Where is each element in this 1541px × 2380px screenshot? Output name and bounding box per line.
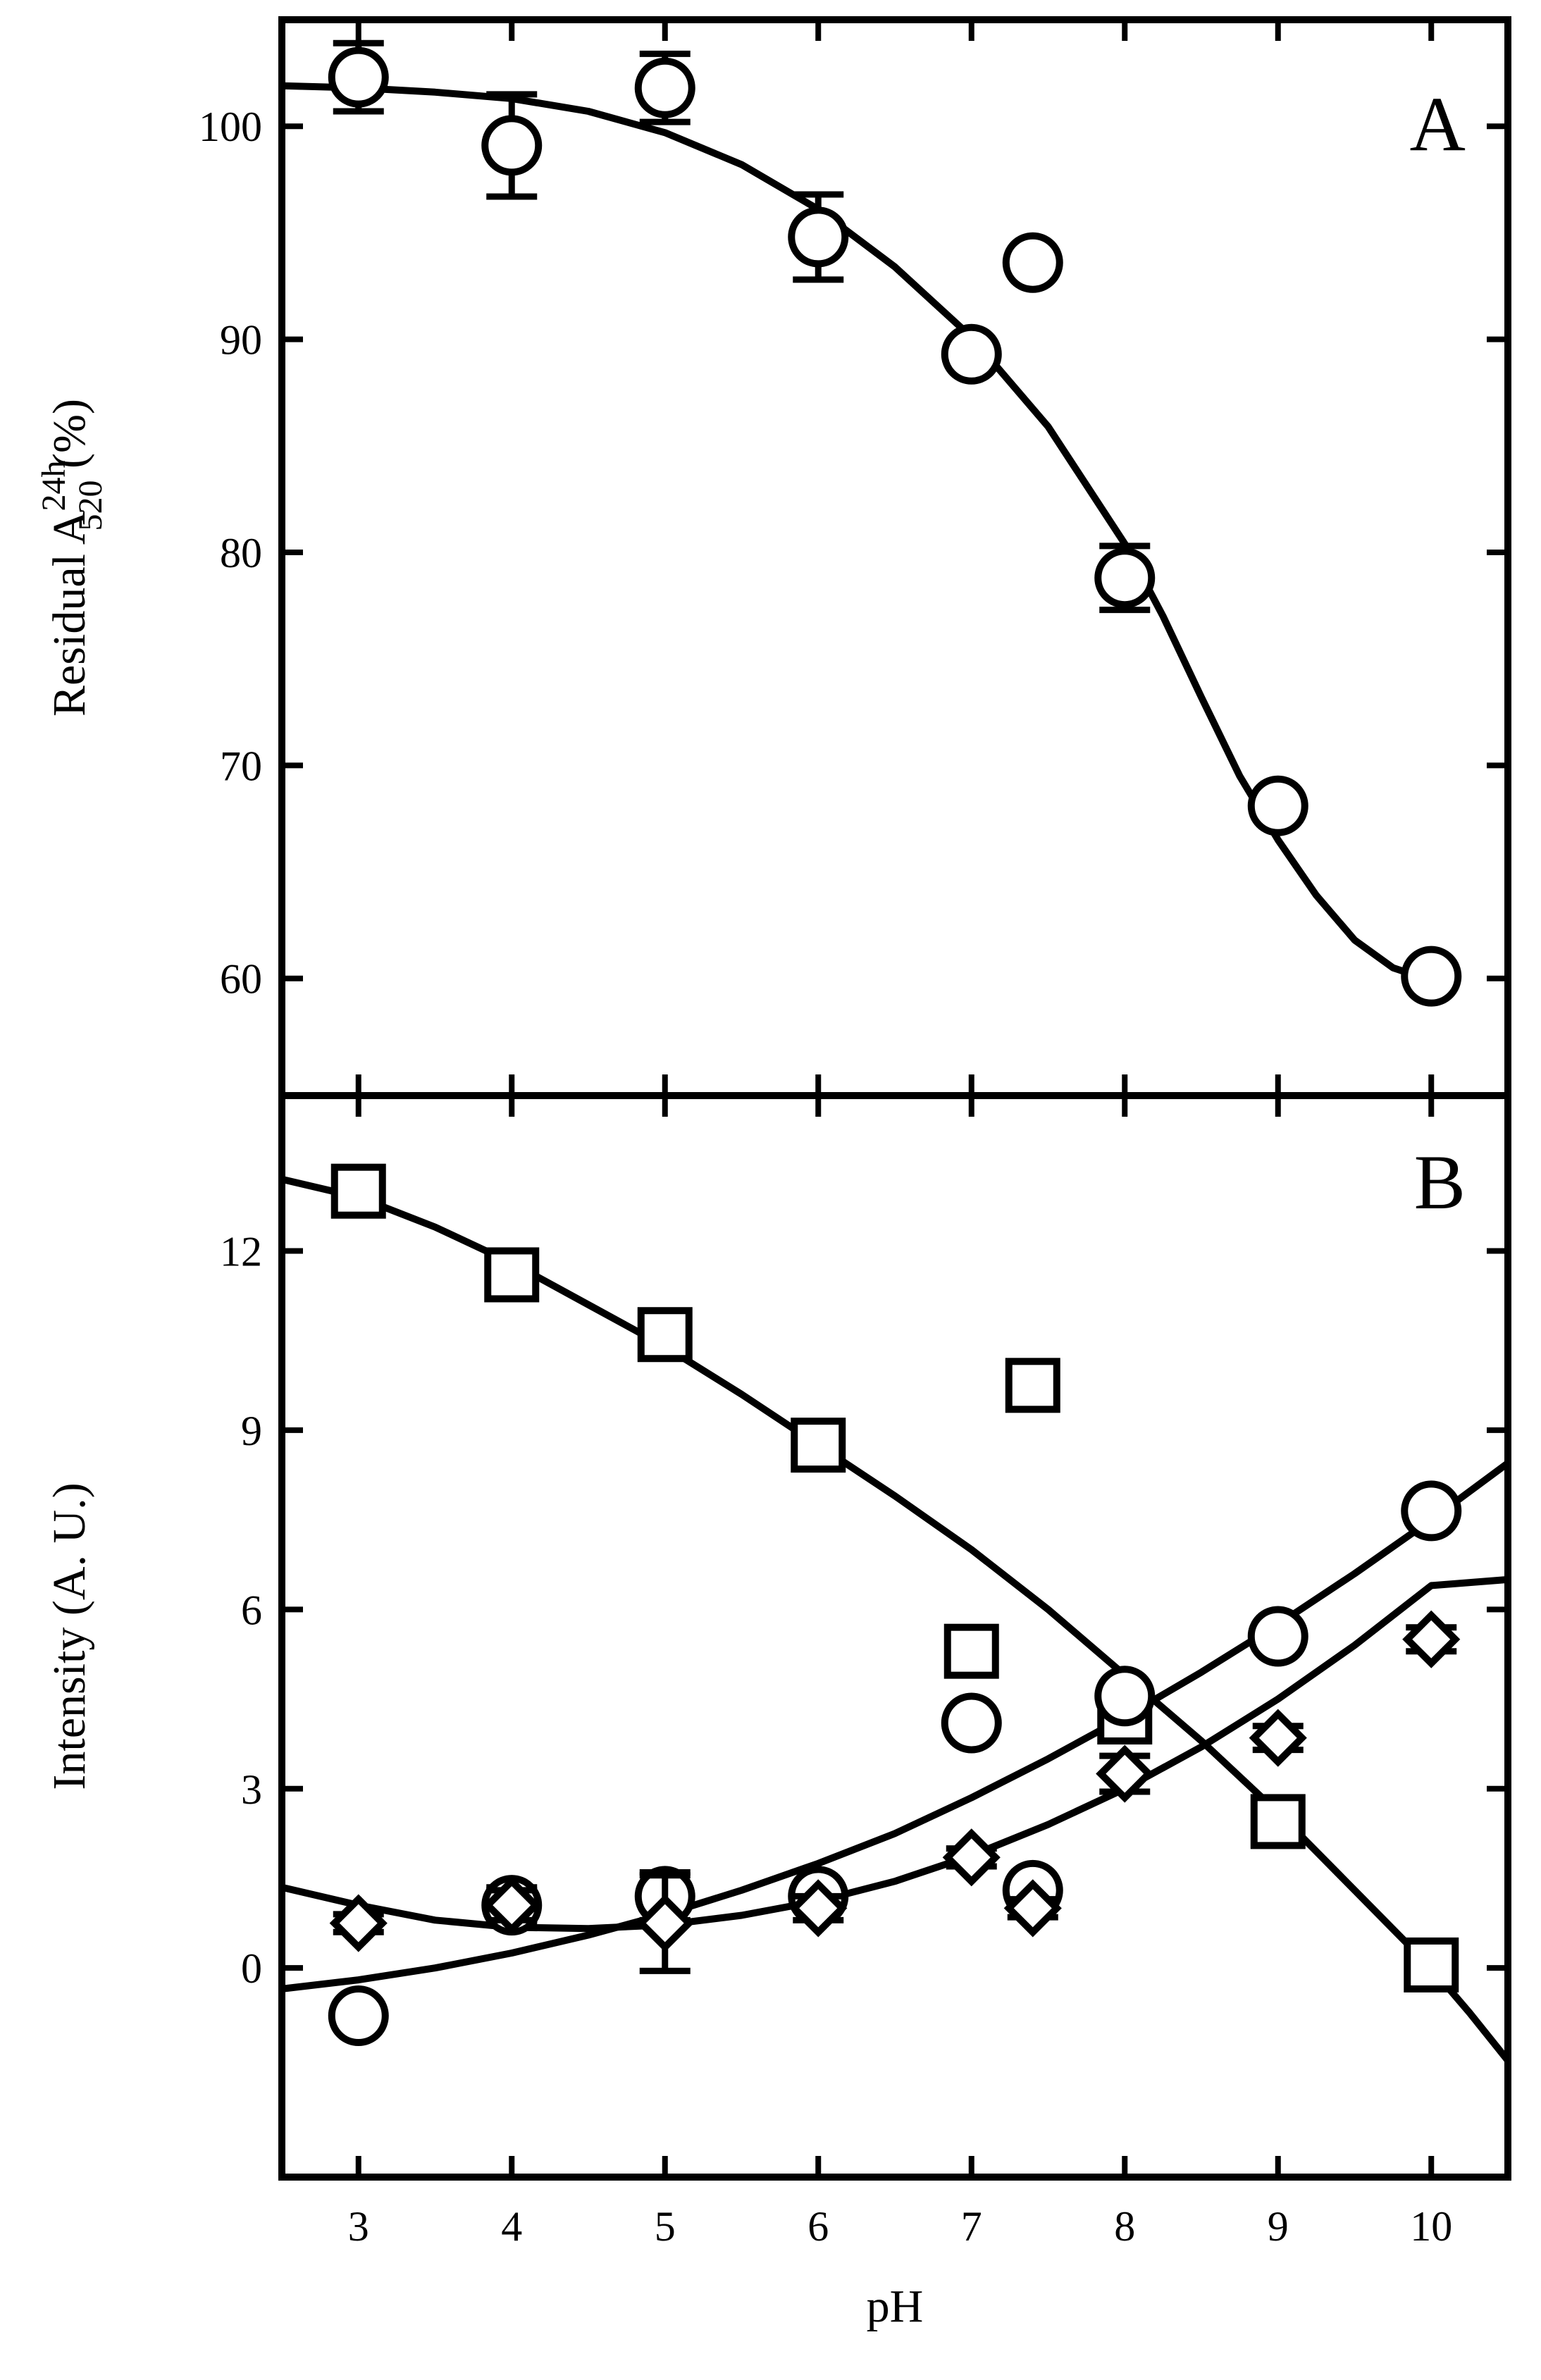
x-tick-label: 7 [961,2203,982,2250]
data-point-diamond [942,1828,1001,1887]
data-point-circle [1401,1480,1462,1542]
data-point-square [1404,1937,1459,1992]
y-tick-label: 6 [241,1587,262,1633]
x-tick-label: 4 [501,2203,522,2250]
y-tick-label: 0 [241,1945,262,1992]
panel-a: 60 70 80 90 100 A Residual A24h520 (%) [35,16,1511,1099]
y-tick-label: 12 [220,1228,262,1275]
x-tick-label: 5 [655,2203,676,2250]
x-tick-label: 8 [1114,2203,1135,2250]
data-point-diamond [329,1894,388,1952]
data-point-diamond [1249,1709,1307,1767]
data-point-circle [1094,547,1156,609]
data-point-square [330,1163,386,1219]
data-point-circle [1247,775,1308,836]
y-axis-title-subscript: 520 [72,480,109,531]
data-point-diamond [636,1894,694,1952]
y-axis-title-main: Residual A [44,511,95,717]
y-tick-label: 90 [220,317,262,364]
data-point-circle [1401,946,1462,1007]
data-point-diamond [483,1876,541,1935]
y-axis-title: Residual A24h520 (%) [35,399,109,717]
data-point-diamond [1003,1879,1062,1938]
data-point-diamond [1402,1610,1461,1668]
data-point-circle [328,1985,389,2047]
y-tick-label: 9 [241,1408,262,1454]
plot-frame [278,1092,1511,2181]
panel-label: B [1414,1139,1466,1225]
x-tick-label: 6 [807,2203,829,2250]
data-point-circle [941,323,1002,385]
fit-curve [278,82,1435,984]
data-point-circle [634,57,695,118]
x-tick-label: 10 [1410,2203,1452,2250]
y-axis-title: Intensity (A. U.) [44,1482,95,1790]
fit-curve [278,1575,1511,1933]
data-point-circle [328,47,389,108]
data-point-circle [788,206,849,268]
panel-b: 3 4 5 6 7 8 9 10 0 3 6 9 12 B Intensity (A. U.) pH [44,1092,1511,2332]
fit-curve [278,1459,1511,1992]
data-point-circle [941,1692,1002,1754]
data-point-square [791,1418,846,1473]
x-tick-label: 3 [348,2203,369,2250]
data-point-square [1005,1358,1060,1413]
y-tick-label: 60 [220,956,262,1003]
data-point-circle [1094,1666,1156,1727]
data-point-square [484,1247,540,1303]
y-tick-label: 80 [220,530,262,576]
data-point-diamond [789,1879,848,1938]
data-point-diamond [1096,1744,1154,1803]
y-axis-title-superscript: 24h [35,460,73,511]
data-point-square [943,1623,999,1679]
data-point-circle [481,115,543,176]
data-point-square [1250,1794,1306,1849]
y-tick-label: 70 [220,743,262,789]
data-point-circle [1247,1606,1308,1667]
panel-label: A [1410,81,1466,167]
y-tick-label: 3 [241,1766,262,1813]
data-point-circle [1002,232,1063,293]
x-axis-title: pH [867,2281,924,2332]
y-tick-label: 100 [199,104,262,150]
x-tick-label: 9 [1268,2203,1289,2250]
data-point-square [637,1307,693,1363]
y-axis-title-unit: (%) [44,399,95,480]
